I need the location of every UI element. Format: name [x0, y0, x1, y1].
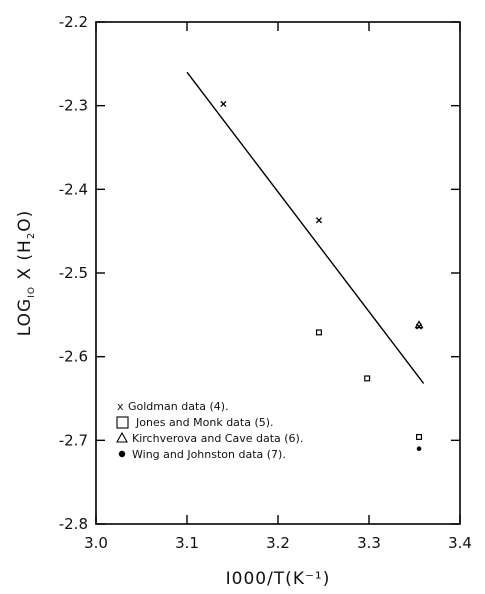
- x-marker-stroke: [220, 100, 227, 108]
- legend-symbol-x: x: [117, 400, 124, 413]
- legend-entry-label: Goldman data (4).: [128, 400, 229, 413]
- y-tick-label: -2.7: [59, 431, 88, 449]
- x-marker-stroke: [315, 217, 323, 224]
- x-tick-label: 3.3: [357, 534, 381, 552]
- y-axis-label: LOGIO X (H2O): [15, 210, 37, 336]
- dot-marker-shape: [416, 446, 422, 452]
- triangle-marker-shape: [414, 320, 424, 329]
- y-tick-label: -2.3: [59, 97, 88, 115]
- legend-symbol-square: [116, 416, 129, 429]
- data-point-dot: [416, 446, 422, 452]
- x-tick-labels: 3.0 3.1 3.2 3.3 3.4: [84, 534, 472, 552]
- legend-entry-label: Kirchverova and Cave data (6).: [132, 432, 303, 445]
- y-tick-label: -2.6: [59, 348, 88, 366]
- square-marker-shape: [315, 329, 322, 336]
- data-point-square: [416, 433, 423, 440]
- x-tick-label: 3.1: [175, 534, 199, 552]
- legend: x Goldman data (4). Jones and Monk data (5…: [116, 400, 303, 461]
- legend-entry-label: Jones and Monk data (5).: [135, 416, 274, 429]
- x-tick-label: 3.0: [84, 534, 108, 552]
- data-point-x: [315, 217, 323, 224]
- legend-symbol-triangle: [116, 431, 128, 443]
- tick-marks: [95, 21, 461, 525]
- x-tick-label: 3.2: [266, 534, 290, 552]
- data-point-square: [315, 329, 322, 336]
- fit-line: [186, 71, 425, 384]
- legend-entry-label: Wing and Johnston data (7).: [132, 448, 286, 461]
- data-point-square: [364, 375, 371, 382]
- y-tick-label: -2.5: [59, 264, 88, 282]
- y-tick-labels: -2.2 -2.3 -2.4 -2.5 -2.6 -2.7 -2.8: [59, 13, 88, 533]
- square-marker-shape: [364, 375, 371, 382]
- legend-symbol-dot: [118, 450, 126, 458]
- data-markers: [220, 100, 424, 452]
- x-axis-label: I000/T(K⁻¹): [226, 569, 331, 589]
- y-tick-label: -2.2: [59, 13, 88, 31]
- y-tick-label: -2.4: [59, 180, 88, 198]
- x-tick-label: 3.4: [448, 534, 472, 552]
- data-point-x: [220, 100, 227, 108]
- y-tick-label: -2.8: [59, 515, 88, 533]
- square-marker-shape: [416, 433, 423, 440]
- data-point-triangle: [414, 320, 424, 329]
